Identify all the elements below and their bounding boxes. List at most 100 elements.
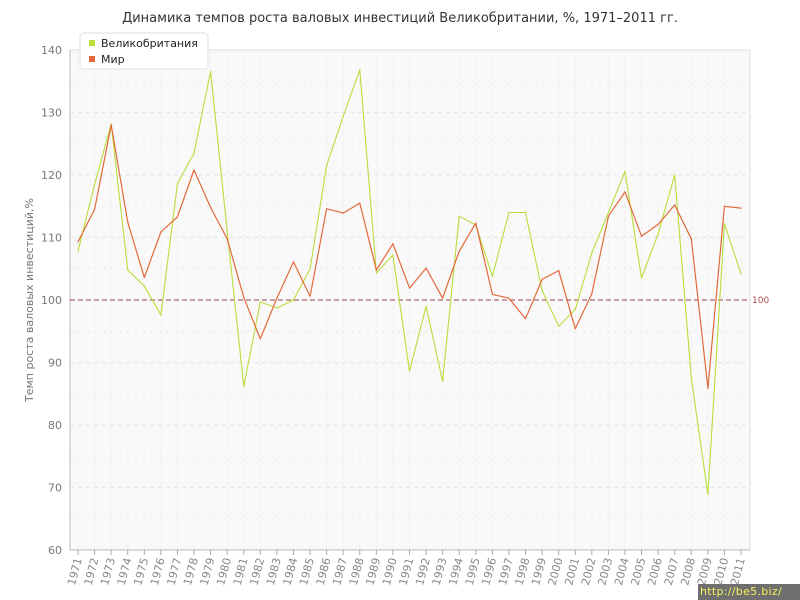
data-point bbox=[176, 183, 179, 185]
data-point bbox=[425, 305, 427, 307]
data-point bbox=[674, 174, 676, 176]
data-point bbox=[707, 387, 709, 389]
data-point bbox=[392, 243, 394, 245]
data-point bbox=[210, 206, 212, 209]
data-point bbox=[591, 252, 593, 254]
legend-swatch-world bbox=[89, 56, 95, 62]
data-point bbox=[574, 328, 576, 330]
legend-label-uk: Великобритания bbox=[101, 37, 198, 50]
data-point bbox=[160, 231, 162, 233]
data-point bbox=[226, 238, 228, 240]
data-point bbox=[375, 269, 377, 271]
data-point bbox=[110, 124, 112, 126]
y-axis-label: Темп роста валовых инвестиций,% bbox=[23, 198, 36, 403]
data-point bbox=[342, 212, 344, 214]
reference-line-group: 100 bbox=[70, 296, 769, 306]
data-point bbox=[259, 301, 261, 303]
data-point bbox=[508, 211, 510, 214]
data-point bbox=[475, 222, 477, 224]
data-point bbox=[342, 115, 344, 117]
data-point bbox=[558, 270, 560, 272]
data-point bbox=[309, 268, 311, 270]
y-tick-label: 140 bbox=[41, 44, 62, 57]
data-point bbox=[77, 241, 79, 243]
data-point bbox=[259, 338, 261, 340]
watermark-background bbox=[698, 584, 800, 600]
data-point bbox=[408, 287, 411, 289]
y-tick-label: 120 bbox=[41, 169, 62, 182]
data-point bbox=[524, 211, 527, 214]
data-point bbox=[624, 191, 626, 193]
data-point bbox=[442, 380, 444, 382]
data-point bbox=[723, 205, 726, 207]
data-point bbox=[640, 235, 643, 237]
data-point bbox=[624, 170, 626, 172]
data-point bbox=[309, 295, 311, 297]
legend-box bbox=[79, 32, 209, 70]
data-point bbox=[690, 377, 692, 379]
data-point bbox=[193, 169, 195, 171]
y-tick-label: 130 bbox=[41, 107, 62, 120]
data-point bbox=[491, 293, 493, 295]
data-point bbox=[77, 250, 79, 252]
data-point bbox=[143, 285, 145, 287]
data-point bbox=[359, 202, 361, 204]
data-point bbox=[226, 230, 228, 232]
watermark-text: http://be5.biz/ bbox=[700, 585, 782, 598]
data-point bbox=[425, 267, 427, 269]
data-point bbox=[326, 165, 328, 167]
data-point bbox=[127, 269, 129, 271]
data-point bbox=[607, 211, 610, 214]
y-tick-label: 70 bbox=[48, 482, 62, 495]
y-tick-label: 80 bbox=[48, 419, 62, 432]
data-point bbox=[243, 296, 245, 299]
data-point bbox=[707, 493, 709, 495]
y-tick-label: 90 bbox=[48, 357, 62, 370]
data-point bbox=[524, 318, 527, 320]
data-point bbox=[392, 254, 394, 256]
y-tick-label: 60 bbox=[48, 544, 62, 557]
data-point bbox=[143, 276, 145, 279]
data-point bbox=[574, 308, 576, 310]
reference-line-label: 100 bbox=[752, 296, 769, 306]
y-tick-label: 100 bbox=[41, 294, 62, 307]
data-point bbox=[176, 216, 179, 218]
data-point bbox=[110, 123, 112, 125]
y-tick-label: 110 bbox=[41, 232, 62, 245]
data-point bbox=[243, 385, 245, 387]
data-point bbox=[359, 69, 361, 71]
data-point bbox=[458, 215, 460, 217]
data-point bbox=[491, 275, 493, 277]
data-point bbox=[276, 297, 278, 299]
data-point bbox=[375, 272, 377, 274]
data-point bbox=[193, 152, 195, 154]
data-point bbox=[508, 297, 510, 299]
data-point bbox=[458, 250, 460, 252]
data-point bbox=[292, 299, 295, 301]
data-point bbox=[657, 233, 659, 235]
x-tick-label: 2011 bbox=[728, 556, 748, 586]
chart-title: Динамика темпов роста валовых инвестиций… bbox=[122, 11, 678, 26]
data-point bbox=[674, 204, 676, 206]
x-axis: 1971197219731974197519761977197819791980… bbox=[65, 549, 750, 587]
data-point bbox=[292, 261, 295, 263]
data-point bbox=[541, 290, 543, 292]
data-point bbox=[740, 207, 742, 209]
data-point bbox=[657, 223, 659, 225]
data-point bbox=[740, 273, 742, 275]
data-point bbox=[591, 293, 593, 295]
data-point bbox=[408, 370, 411, 372]
data-point bbox=[93, 183, 96, 185]
data-point bbox=[276, 307, 278, 309]
data-point bbox=[127, 221, 129, 223]
data-point bbox=[640, 277, 643, 279]
data-point bbox=[690, 238, 692, 240]
data-point bbox=[442, 297, 444, 299]
data-point bbox=[607, 215, 610, 217]
legend-swatch-uk bbox=[89, 40, 95, 46]
data-point bbox=[723, 223, 726, 225]
data-point bbox=[160, 314, 162, 316]
data-point bbox=[558, 325, 560, 327]
data-point bbox=[93, 208, 96, 210]
